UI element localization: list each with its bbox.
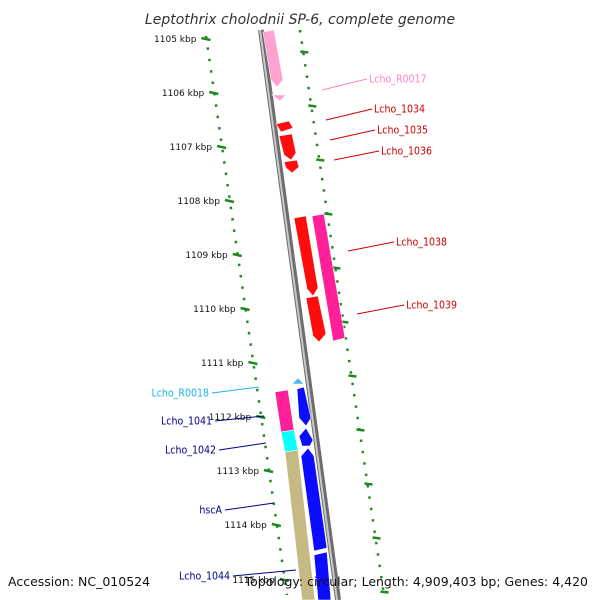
gene-label: hscA: [199, 505, 222, 517]
gene-lcho-1041-strip: [274, 389, 295, 433]
scale-tick-mark: [224, 198, 235, 204]
gene-lcho-1038-b: [305, 295, 327, 343]
gene-hsca: [300, 447, 328, 552]
gene-callouts: Lcho_R0017 Lcho_1034 Lcho_1035 Lcho_1036 Lch…: [151, 74, 457, 583]
gene-label: Lcho_1038: [396, 237, 447, 249]
scale-tick-label: 1110 kbp: [193, 305, 236, 315]
scale-tick-label: 1115 kbp: [232, 576, 275, 586]
outer-ruler-tick: [332, 266, 341, 270]
callout-line: [329, 129, 376, 141]
outer-ruler-tick: [308, 104, 317, 108]
scale-tick-mark: [279, 577, 290, 583]
gene-lcho-1036: [283, 159, 300, 174]
gene-small-pink: [271, 94, 287, 102]
outer-ruler-tick: [364, 482, 373, 486]
scale-ticks: 1105 kbp 1106 kbp 1107 kbp 1108 kbp 1109 kbp…: [154, 35, 290, 586]
gene-label: Lcho_1034: [374, 104, 425, 116]
gene-lcho-1034: [275, 120, 294, 133]
outer-ruler-tick: [356, 428, 365, 432]
gene-label: Lcho_R0017: [369, 74, 427, 86]
outer-ruler-tick: [324, 212, 333, 216]
map-title: Leptothrix cholodnii SP-6, complete geno…: [145, 12, 455, 28]
gene-label: Lcho_R0018: [151, 388, 209, 400]
gene-lcho-1039: [311, 213, 346, 342]
outer-ruler-ticks: [300, 50, 389, 594]
callout-line: [325, 108, 373, 121]
scale-tick-label: 1113 kbp: [217, 467, 260, 477]
outer-ruler-tick: [372, 536, 381, 540]
gene-hsca-strip: [284, 449, 316, 600]
scale-tick-mark: [271, 522, 282, 528]
scale-tick-mark: [208, 90, 219, 96]
scale-tick-mark: [232, 252, 243, 258]
outer-ruler-tick: [316, 158, 325, 162]
scale-tick-label: 1112 kbp: [209, 413, 252, 423]
scale-tick-mark: [240, 306, 250, 312]
outer-ruler-tick: [300, 50, 309, 54]
scale-tick-label: 1107 kbp: [170, 143, 213, 153]
callout-line: [214, 415, 265, 422]
scale-tick-mark: [201, 36, 211, 42]
scale-tick-mark: [248, 360, 258, 366]
gene-label: Lcho_1041: [161, 416, 212, 428]
callout-line: [224, 502, 275, 511]
scale-tick-label: 1114 kbp: [224, 521, 267, 531]
accession-text: Accession: NC_010524: [8, 574, 150, 589]
callout-line: [356, 304, 405, 315]
scale-tick-label: 1105 kbp: [154, 35, 197, 45]
gene-lcho-1041: [296, 386, 312, 427]
callout-line: [218, 442, 267, 451]
callout-line: [211, 386, 260, 394]
gene-label: Lcho_1036: [381, 146, 432, 158]
gene-lcho-1044: [313, 551, 332, 600]
scale-tick-mark: [216, 144, 227, 150]
gene-lcho-1042-strip: [280, 429, 299, 453]
genome-backbone: [258, 29, 341, 600]
gene-lcho-r0017: [262, 29, 284, 88]
gene-label: Lcho_1042: [165, 445, 216, 457]
gene-lcho-1038: [293, 215, 319, 297]
gene-label: Lcho_1044: [179, 571, 230, 583]
callout-line: [333, 150, 380, 161]
inner-dotted-ruler: [204, 35, 289, 596]
scale-tick-label: 1106 kbp: [162, 89, 205, 99]
outer-ruler-tick: [348, 374, 357, 378]
gene-lcho-1042: [298, 427, 314, 447]
gene-label: Lcho_1035: [377, 125, 428, 137]
topology-text: Topology: circular; Length: 4,909,403 bp…: [244, 574, 588, 589]
gene-lcho-1035: [278, 133, 297, 161]
scale-tick-label: 1108 kbp: [178, 197, 221, 207]
callout-line: [347, 241, 395, 252]
scale-tick-label: 1111 kbp: [201, 359, 244, 369]
gene-lcho-r0018: [291, 377, 305, 385]
callout-line: [321, 78, 368, 91]
outer-ruler-tick: [380, 590, 389, 594]
gene-label: Lcho_1039: [406, 300, 457, 312]
scale-tick-label: 1109 kbp: [185, 251, 228, 261]
callout-line: [232, 569, 297, 577]
gene-features: [262, 29, 346, 600]
scale-tick-mark: [263, 468, 274, 474]
